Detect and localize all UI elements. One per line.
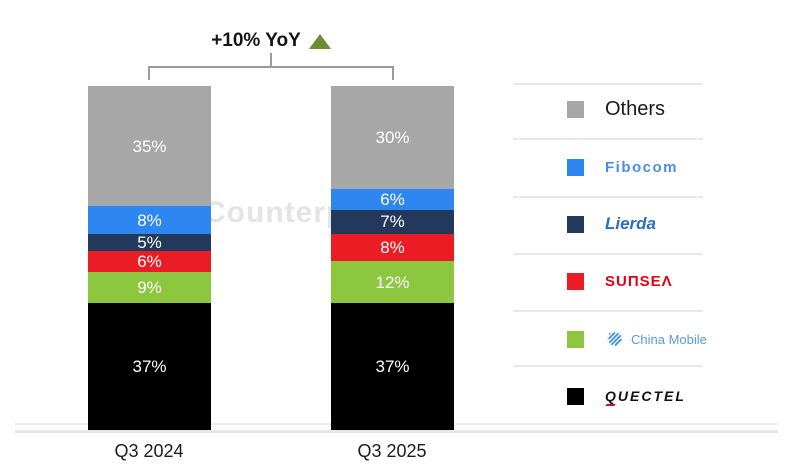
legend-swatch-quectel bbox=[567, 387, 584, 405]
bar-segment-value: 30% bbox=[375, 128, 410, 148]
legend-swatch-others bbox=[567, 100, 584, 118]
bar-segment-lierda: 5% bbox=[88, 233, 211, 252]
legend-separator bbox=[513, 196, 703, 198]
bar-segment-value: 5% bbox=[137, 233, 162, 252]
yoy-label: +10% YoY bbox=[211, 30, 301, 51]
legend-separator bbox=[513, 138, 703, 140]
bar-segment-quectel: 37% bbox=[331, 302, 454, 430]
bar-segment-value: 7% bbox=[380, 212, 405, 232]
legend-separator bbox=[513, 83, 703, 85]
bar-segment-fibocom: 8% bbox=[88, 206, 211, 234]
x-axis-label-q3-2025: Q3 2025 bbox=[357, 441, 427, 461]
china-mobile-logo: China Mobile bbox=[631, 331, 707, 347]
bar-segment-value: 8% bbox=[380, 238, 405, 258]
up-triangle-icon bbox=[308, 33, 331, 49]
sunsea-logo: SUΠSEΛ bbox=[605, 272, 673, 290]
legend-label-others: Others bbox=[605, 97, 666, 120]
baseline-lower bbox=[15, 430, 778, 433]
bar-segment-others: 30% bbox=[331, 86, 454, 190]
quectel-logo: QUECTEL bbox=[605, 388, 686, 404]
stacked-bar-q3-2024: 35% 8% 5% 6% 9% 37% bbox=[88, 86, 211, 430]
bar-segment-china-mobile: 12% bbox=[331, 261, 454, 303]
bar-segment-value: 35% bbox=[132, 136, 167, 156]
bar-segment-lierda: 7% bbox=[331, 209, 454, 234]
bar-segment-fibocom: 6% bbox=[331, 189, 454, 210]
bar-segment-sunsea: 8% bbox=[331, 233, 454, 262]
bar-segment-quectel: 37% bbox=[88, 302, 211, 430]
legend-item-fibocom: Fibocom bbox=[567, 150, 777, 184]
legend-item-china-mobile: China Mobile bbox=[567, 322, 777, 356]
x-axis-label-q3-2024: Q3 2024 bbox=[114, 441, 184, 461]
bar-segment-china-mobile: 9% bbox=[88, 271, 211, 303]
legend-separator bbox=[513, 253, 703, 255]
legend-item-sunsea: SUΠSEΛ bbox=[567, 264, 777, 298]
bracket-right-tick bbox=[392, 66, 394, 80]
bracket-left-tick bbox=[148, 66, 150, 80]
legend-separator bbox=[513, 310, 703, 312]
bar-segment-value: 6% bbox=[137, 251, 162, 271]
fibocom-logo: Fibocom bbox=[605, 158, 678, 176]
bar-segment-value: 6% bbox=[380, 190, 405, 209]
bar-segment-value: 12% bbox=[375, 272, 410, 292]
lierda-logo: Lierda bbox=[605, 214, 657, 233]
legend-item-others: Others bbox=[567, 92, 777, 126]
yoy-annotation: +10% YoY bbox=[121, 30, 421, 52]
legend-swatch-lierda bbox=[567, 215, 584, 233]
bar-segment-value: 8% bbox=[137, 210, 162, 230]
legend-item-quectel: QUECTEL bbox=[567, 379, 777, 413]
bar-segment-sunsea: 6% bbox=[88, 251, 211, 272]
bar-segment-value: 37% bbox=[132, 356, 167, 376]
china-mobile-globe-icon bbox=[606, 330, 624, 348]
legend-item-lierda: Lierda bbox=[567, 207, 777, 241]
legend-swatch-sunsea bbox=[567, 272, 584, 290]
bar-segment-value: 9% bbox=[137, 277, 162, 297]
bracket-horizontal-line bbox=[148, 66, 394, 68]
bar-segment-others: 35% bbox=[88, 86, 211, 207]
legend-separator bbox=[513, 365, 703, 367]
legend-swatch-china-mobile bbox=[567, 330, 584, 348]
stacked-bar-q3-2025: 30% 6% 7% 8% 12% 37% bbox=[331, 86, 454, 430]
bar-segment-value: 37% bbox=[375, 356, 410, 376]
bracket-center-stub bbox=[270, 53, 272, 67]
legend-swatch-fibocom bbox=[567, 158, 584, 176]
